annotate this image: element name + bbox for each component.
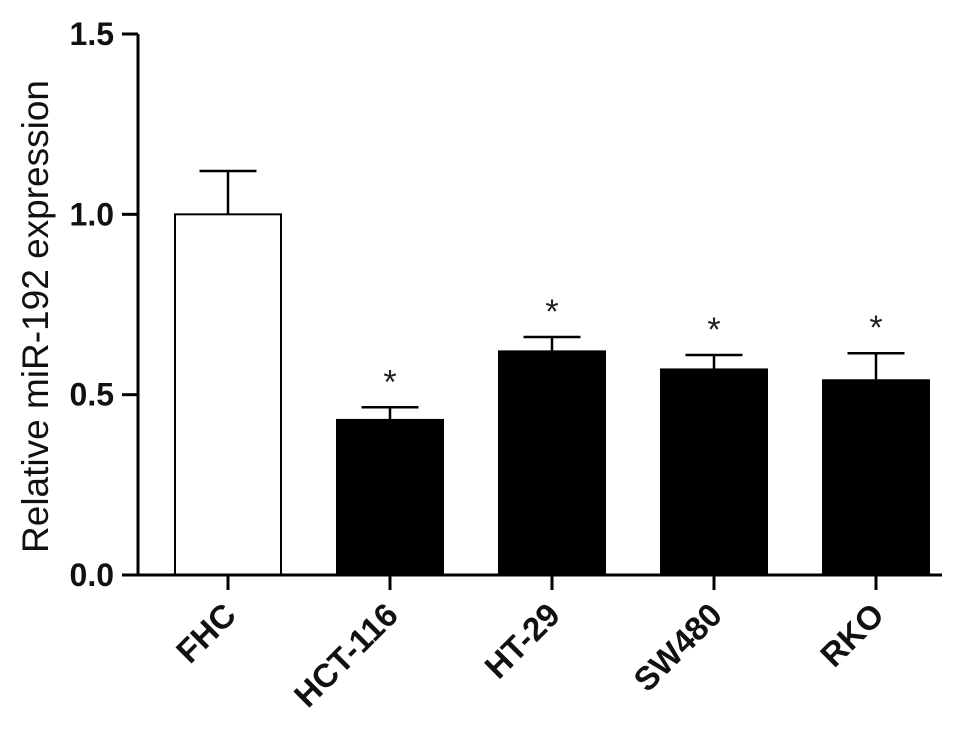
significance-mark: *: [383, 363, 396, 401]
bar-ht-29: [498, 350, 606, 576]
y-ticks-group: 0.0 0.5 1.0 1.5: [70, 16, 138, 593]
bar-sw480: [660, 368, 768, 577]
x-tick-label: HT-29: [477, 596, 567, 686]
y-tick-label: 1.5: [70, 16, 114, 52]
bar-rko: [822, 379, 930, 576]
bar-hct-116: [336, 418, 444, 576]
significance-mark: *: [869, 309, 882, 347]
axes-group: [136, 34, 942, 577]
x-ticks-group: FHC HCT-116 HT-29 SW480 RKO: [169, 575, 891, 714]
bar-fhc: [174, 213, 282, 576]
y-tick-label: 0.0: [70, 557, 114, 593]
x-tick-label: FHC: [169, 596, 243, 670]
x-tick-label: SW480: [626, 596, 729, 699]
bars-group: [174, 213, 930, 577]
significance-mark: *: [707, 311, 720, 349]
significance-mark: *: [545, 293, 558, 331]
significance-group: * * * *: [383, 293, 882, 401]
x-tick-label: HCT-116: [287, 596, 405, 714]
y-tick-label: 0.5: [70, 377, 114, 413]
y-axis-label: Relative miR-192 expression: [15, 80, 56, 553]
error-bars-group: [199, 169, 905, 420]
x-tick-label: RKO: [813, 596, 891, 674]
y-tick-label: 1.0: [70, 196, 114, 232]
